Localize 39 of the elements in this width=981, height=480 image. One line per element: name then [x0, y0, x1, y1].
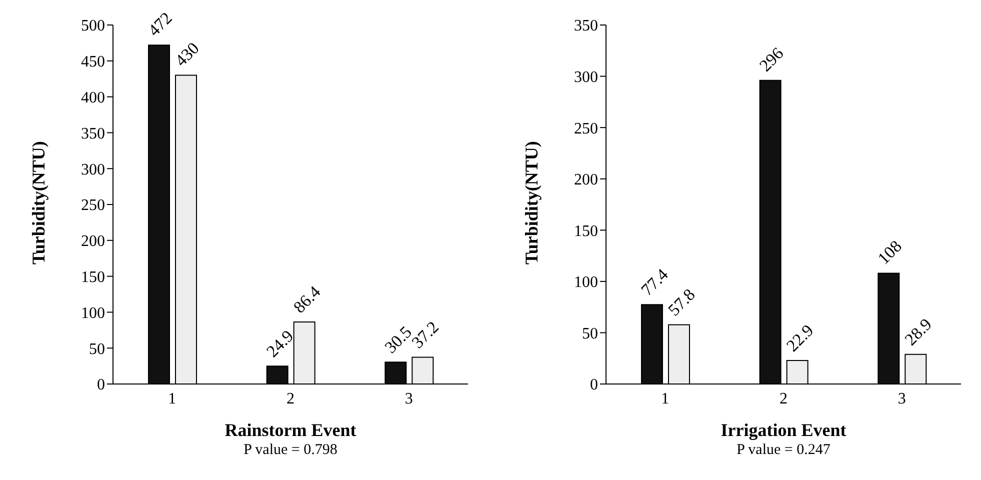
y-tick-label: 400 — [81, 89, 105, 106]
data-label: 430 — [171, 38, 203, 70]
data-label: 22.9 — [782, 320, 818, 356]
y-tick-label: 200 — [574, 172, 598, 189]
data-label: 24.9 — [262, 326, 298, 361]
text: P value = 0.247 — [736, 442, 832, 459]
data-label: 86.4 — [290, 282, 325, 317]
y-tick-label: 350 — [574, 18, 598, 35]
x-tick-label: 1 — [168, 390, 176, 408]
y-tick-label: 100 — [81, 304, 105, 322]
x-tick-label: 3 — [404, 390, 413, 408]
x-axis-title: Irrigation Event — [720, 420, 846, 440]
y-tick-label: 50 — [89, 340, 105, 358]
y-tick-label: 300 — [81, 161, 105, 178]
x-axis-title: Rainstorm Event — [224, 420, 356, 440]
y-tick-label: 0 — [97, 376, 105, 394]
data-label: 472 — [144, 8, 176, 40]
data-label: 296 — [756, 44, 788, 76]
y-tick-label: 250 — [574, 120, 598, 138]
y-tick-label: 250 — [81, 197, 105, 214]
y-tick-label: 200 — [81, 233, 105, 250]
x-tick-label: 2 — [286, 390, 294, 408]
data-label: 28.9 — [901, 314, 936, 350]
text: P value = 0.798 — [242, 442, 338, 459]
y-axis-title: Turbidity(NTU) — [28, 141, 48, 264]
x-tick-label: 2 — [780, 390, 788, 408]
y-tick-label: 450 — [81, 54, 105, 71]
y-tick-label: 0 — [590, 376, 598, 394]
y-axis-title: Turbidity(NTU) — [521, 141, 542, 264]
y-tick-label: 100 — [574, 274, 598, 292]
x-tick-label: 1 — [661, 390, 670, 408]
data-label: 108 — [874, 236, 906, 268]
y-tick-label: 350 — [81, 125, 105, 142]
y-tick-label: 50 — [582, 325, 598, 342]
y-tick-label: 150 — [81, 268, 105, 286]
y-tick-label: 150 — [574, 222, 598, 240]
y-tick-label: 300 — [574, 68, 598, 86]
x-tick-label: 3 — [898, 390, 906, 408]
y-tick-label: 500 — [81, 18, 105, 35]
